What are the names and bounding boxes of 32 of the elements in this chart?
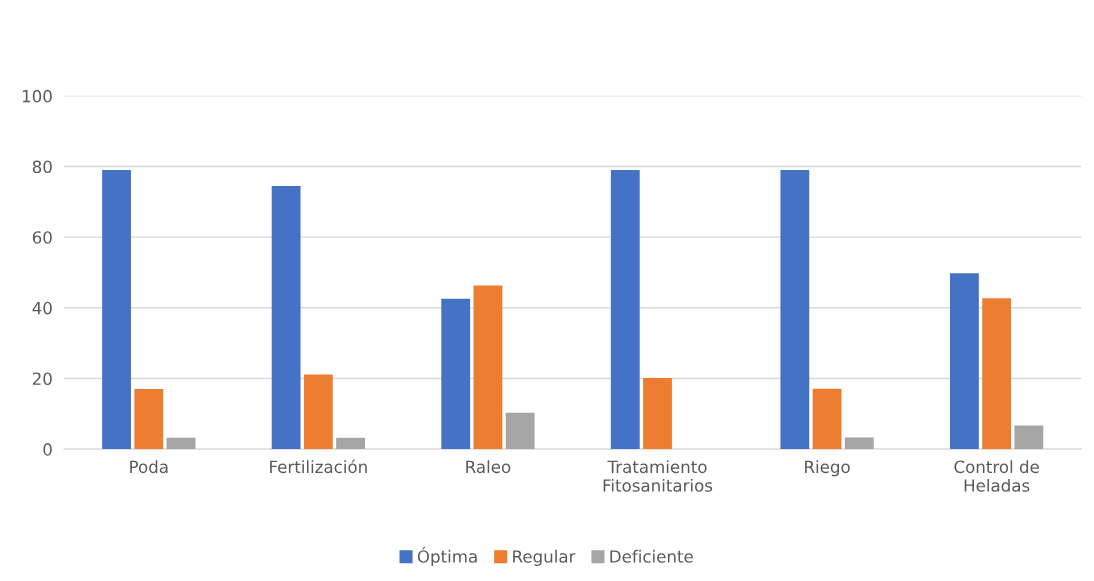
y-tick-label: 20 [32, 372, 52, 386]
x-tick-label: Raleo [466, 460, 511, 474]
legend-label: Deficiente [610, 549, 693, 563]
bar [950, 273, 979, 450]
legend-label: Regular [513, 549, 576, 566]
bar [610, 170, 640, 450]
bar [102, 170, 131, 450]
bar [271, 185, 301, 450]
bar [1014, 425, 1044, 450]
x-tick-label: Control de Heladas [954, 460, 1039, 492]
bar [473, 285, 503, 450]
bar [166, 437, 196, 450]
x-tick-label: Riego [805, 460, 850, 477]
x-tick-label: Poda [130, 460, 168, 474]
bar [441, 298, 471, 450]
bar [303, 374, 333, 450]
bar [134, 389, 164, 450]
legend-label: Óptima [417, 547, 477, 566]
bar [844, 437, 874, 450]
bar [336, 437, 365, 450]
bar [982, 298, 1012, 450]
bar [780, 170, 810, 450]
y-tick-label: 40 [32, 301, 52, 315]
y-tick-label: 0 [43, 443, 52, 456]
x-tick-label: Tratamiento Fitosanitarios [603, 460, 713, 492]
y-tick-label: 100 [22, 89, 52, 103]
y-tick-label: 60 [32, 231, 52, 244]
bar [812, 388, 842, 450]
bar [643, 378, 672, 450]
bar [505, 412, 535, 450]
x-tick-label: Fertilización [270, 459, 367, 474]
y-tick-label: 80 [32, 160, 52, 174]
